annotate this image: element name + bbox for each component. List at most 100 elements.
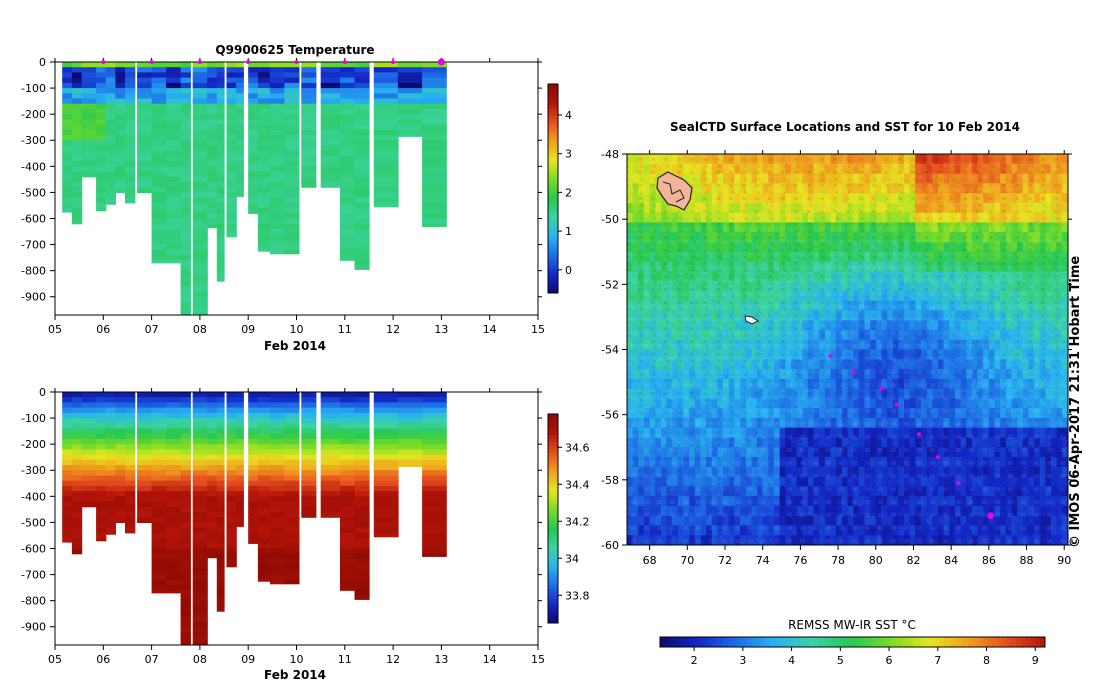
section-cell bbox=[354, 208, 370, 214]
section-cell bbox=[257, 496, 271, 503]
section-cell bbox=[284, 517, 300, 523]
section-cell bbox=[115, 145, 126, 152]
section-cell bbox=[226, 145, 237, 152]
section-cell bbox=[248, 412, 261, 419]
section-cell bbox=[269, 397, 285, 403]
section-cell bbox=[422, 103, 447, 110]
section-cell bbox=[373, 506, 399, 513]
x-tick-label: 13 bbox=[434, 653, 448, 666]
section-cell bbox=[81, 438, 97, 445]
section-cell bbox=[96, 444, 107, 450]
section-cell bbox=[373, 491, 399, 497]
section-cell bbox=[354, 480, 370, 487]
section-cell bbox=[81, 496, 97, 503]
section-cell bbox=[257, 392, 271, 398]
section-cell bbox=[71, 407, 83, 414]
section-cell bbox=[216, 249, 225, 256]
section-cell bbox=[71, 119, 83, 126]
sst-cell bbox=[734, 545, 740, 555]
section-cell bbox=[269, 444, 285, 450]
section-cell bbox=[284, 423, 300, 430]
section-cell bbox=[180, 626, 191, 633]
section-cell bbox=[248, 449, 261, 456]
section-cell bbox=[248, 182, 261, 188]
section-cell bbox=[226, 428, 237, 435]
section-cell bbox=[340, 433, 356, 440]
section-cell bbox=[284, 77, 300, 84]
section-cell bbox=[125, 454, 136, 461]
section-cell bbox=[373, 129, 399, 136]
section-cell bbox=[248, 496, 261, 503]
section-cell bbox=[137, 517, 153, 523]
section-cell bbox=[166, 574, 182, 581]
colorbar-segment bbox=[548, 90, 558, 95]
section-cell bbox=[422, 470, 447, 476]
section-cell bbox=[373, 197, 399, 204]
section-cell bbox=[216, 543, 225, 550]
section-cell bbox=[137, 82, 153, 89]
section-cell bbox=[269, 166, 285, 173]
section-cell bbox=[354, 171, 370, 178]
section-cell bbox=[284, 62, 300, 68]
section-cell bbox=[320, 506, 346, 513]
section-cell bbox=[226, 82, 237, 89]
section-cell bbox=[71, 192, 83, 199]
section-cell bbox=[71, 506, 83, 513]
section-cell bbox=[340, 182, 356, 188]
temperature-panel: Q9900625 Temperature 05 06 07 08 09 10 11 12 13 1… bbox=[21, 43, 572, 353]
profile-column bbox=[248, 392, 261, 544]
section-cell bbox=[236, 119, 244, 126]
section-cell bbox=[422, 412, 447, 419]
profile-column bbox=[340, 392, 356, 591]
section-cell bbox=[71, 522, 83, 529]
section-cell bbox=[397, 119, 423, 126]
section-cell bbox=[180, 392, 191, 398]
section-cell bbox=[257, 218, 271, 225]
section-cell bbox=[180, 522, 191, 529]
section-cell bbox=[226, 114, 237, 120]
section-cell bbox=[71, 438, 83, 445]
section-cell bbox=[192, 88, 208, 94]
section-cell bbox=[71, 67, 83, 73]
section-cell bbox=[180, 187, 191, 193]
section-cell bbox=[151, 119, 167, 126]
section-cell bbox=[125, 72, 136, 79]
section-cell bbox=[71, 532, 83, 539]
section-cell bbox=[71, 150, 83, 157]
section-cell bbox=[151, 579, 167, 586]
section-cell bbox=[180, 512, 191, 518]
section-cell bbox=[71, 459, 83, 466]
sst-cell bbox=[740, 545, 746, 555]
section-cell bbox=[192, 150, 208, 157]
colorbar-segment bbox=[548, 94, 558, 99]
section-cell bbox=[248, 470, 261, 476]
section-cell bbox=[125, 98, 136, 105]
section-cell bbox=[125, 171, 136, 178]
section-cell bbox=[125, 496, 136, 503]
x-tick-label: 10 bbox=[290, 323, 304, 336]
profile-column bbox=[269, 62, 285, 255]
section-cell bbox=[192, 459, 208, 466]
section-cell bbox=[284, 564, 300, 570]
section-cell bbox=[192, 223, 208, 230]
colorbar-segment bbox=[548, 261, 558, 266]
section-cell bbox=[166, 428, 182, 435]
section-cell bbox=[207, 129, 220, 136]
section-cell bbox=[284, 72, 300, 79]
section-cell bbox=[192, 485, 208, 492]
section-cell bbox=[216, 579, 225, 586]
colorbar-segment bbox=[548, 452, 558, 457]
section-cell bbox=[166, 444, 182, 450]
section-cell bbox=[105, 428, 116, 435]
section-cell bbox=[269, 67, 285, 73]
section-cell bbox=[207, 166, 220, 173]
section-cell bbox=[236, 506, 244, 513]
section-cell bbox=[236, 171, 244, 178]
section-cell bbox=[354, 108, 370, 115]
section-cell bbox=[137, 449, 153, 456]
section-cell bbox=[422, 223, 447, 227]
section-cell bbox=[269, 176, 285, 183]
colorbar-segment bbox=[548, 619, 558, 624]
section-cell bbox=[192, 171, 208, 178]
section-cell bbox=[422, 543, 447, 550]
